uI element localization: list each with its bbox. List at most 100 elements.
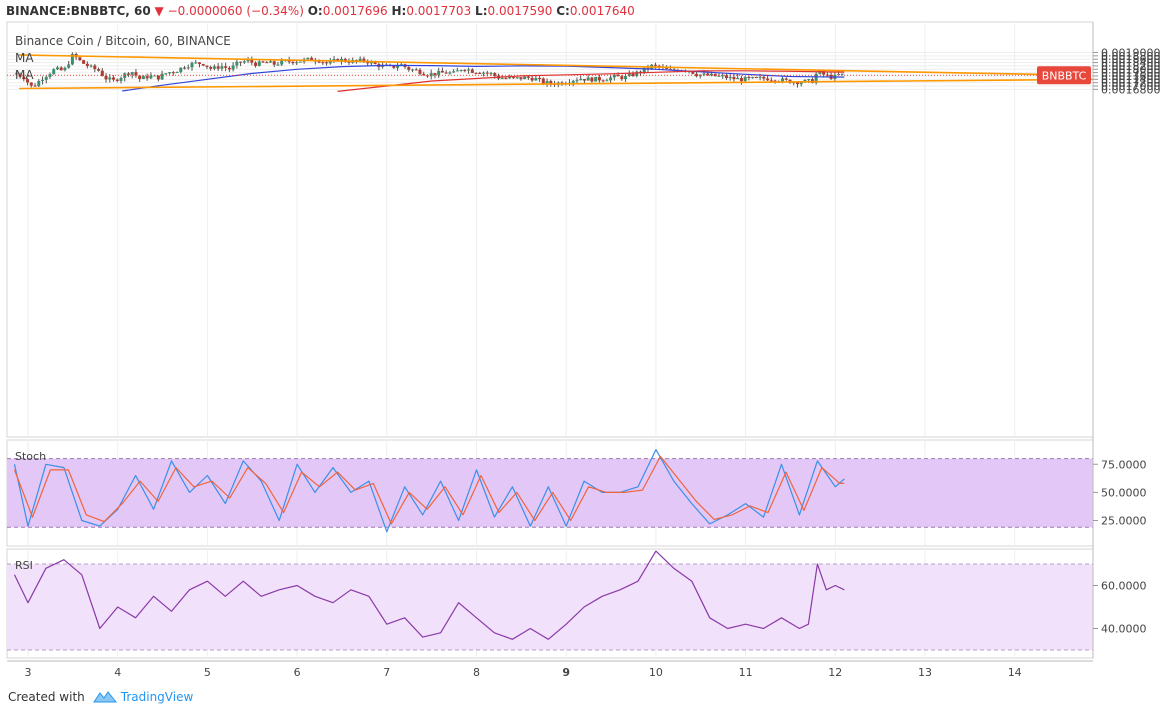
candle-up <box>220 66 224 69</box>
stoch-label[interactable]: Stoch <box>15 450 47 463</box>
candle-up <box>635 71 639 76</box>
candle-up <box>627 73 631 77</box>
x-tick-label: 13 <box>918 666 932 679</box>
candle-up <box>609 77 613 81</box>
candle-up <box>534 78 538 81</box>
candle-down <box>22 76 26 80</box>
x-tick-label: 7 <box>383 666 390 679</box>
candle-up <box>586 77 590 81</box>
candle-up <box>55 67 59 70</box>
created-with-text: Created with <box>8 690 85 704</box>
tradingview-logo-icon <box>92 691 117 703</box>
candle-up <box>298 61 302 63</box>
candle-down <box>336 59 340 62</box>
candle-up <box>721 75 725 77</box>
candle-down <box>433 73 437 76</box>
candle-up <box>89 65 93 67</box>
candle-down <box>485 72 489 74</box>
candle-down <box>470 69 474 73</box>
candle-up <box>758 76 762 78</box>
candle-down <box>134 72 138 76</box>
candle-down <box>425 75 429 77</box>
candle-down <box>822 70 826 75</box>
candle-up <box>119 77 123 81</box>
footer: Created with TradingView <box>8 690 193 704</box>
candle-up <box>452 71 456 73</box>
candle-up <box>455 70 459 72</box>
x-tick-label: 3 <box>25 666 32 679</box>
candle-up <box>508 77 512 79</box>
candle-up <box>710 73 714 76</box>
stoch-pane <box>13 449 845 533</box>
candle-up <box>837 74 841 76</box>
y-tick-label: 0.0016800 <box>1101 83 1161 96</box>
candle-up <box>814 73 818 84</box>
y-tick-label: 0.0017600 <box>1101 70 1161 83</box>
y-tick-label: 0.0018400 <box>1101 57 1161 70</box>
candle-up <box>41 79 45 81</box>
candle-up <box>642 67 646 73</box>
candle-down <box>227 67 231 70</box>
candle-down <box>414 69 418 71</box>
candle-up <box>728 76 732 79</box>
open-label: O: <box>307 4 323 18</box>
y-tick-label: 0.0018000 <box>1101 63 1161 76</box>
candle-down <box>115 79 119 81</box>
candle-up <box>500 78 504 80</box>
ma-legend-1[interactable]: MA <box>15 51 34 65</box>
candle-up <box>523 76 527 80</box>
candle-down <box>317 61 321 63</box>
y-tick-label: 0.0017000 <box>1101 80 1161 93</box>
candle-down <box>183 67 187 69</box>
candle-down <box>706 73 710 76</box>
candle-down <box>530 77 534 81</box>
candle-down <box>201 64 205 66</box>
x-tick-label: 14 <box>1008 666 1022 679</box>
candle-down <box>82 60 86 64</box>
candle-up <box>437 70 441 76</box>
x-tick-label: 12 <box>828 666 842 679</box>
candle-up <box>429 73 433 77</box>
rsi-label[interactable]: RSI <box>15 559 33 572</box>
candle-down <box>209 66 213 69</box>
candle-down <box>769 80 773 82</box>
candle-down <box>526 76 530 78</box>
candle-up <box>482 72 486 74</box>
candle-down <box>85 63 89 67</box>
candle-up <box>231 65 235 70</box>
candle-down <box>795 82 799 85</box>
ma-legend-2[interactable]: MA <box>15 68 34 82</box>
candle-down <box>145 76 149 79</box>
candle-up <box>70 54 74 65</box>
candle-up <box>369 62 373 64</box>
x-tick-label: 5 <box>204 666 211 679</box>
trendline-1 <box>19 54 1087 77</box>
candle-down <box>691 71 695 74</box>
candle-down <box>26 79 30 83</box>
candle-down <box>825 74 829 76</box>
candle-down <box>616 74 620 77</box>
candle-up <box>149 75 153 79</box>
candle-down <box>754 77 758 79</box>
candle-down <box>93 65 97 70</box>
candle-up <box>411 69 415 71</box>
candle-down <box>29 82 33 86</box>
candle-up <box>153 75 157 77</box>
candle-down <box>582 79 586 81</box>
candle-down <box>325 62 329 64</box>
last-price-tag-label: BNBBTC <box>1042 69 1087 82</box>
candle-up <box>717 75 721 77</box>
candle-down <box>646 67 650 69</box>
candle-down <box>197 62 201 65</box>
tradingview-link[interactable]: TradingView <box>92 690 193 704</box>
candle-down <box>504 78 508 80</box>
x-tick-label: 9 <box>562 666 570 679</box>
candle-down <box>126 73 130 75</box>
candle-down <box>695 73 699 77</box>
stoch-k-line <box>13 449 845 533</box>
candle-up <box>702 73 706 75</box>
candle-down <box>156 75 160 80</box>
candle-up <box>276 64 280 66</box>
candle-down <box>784 78 788 80</box>
